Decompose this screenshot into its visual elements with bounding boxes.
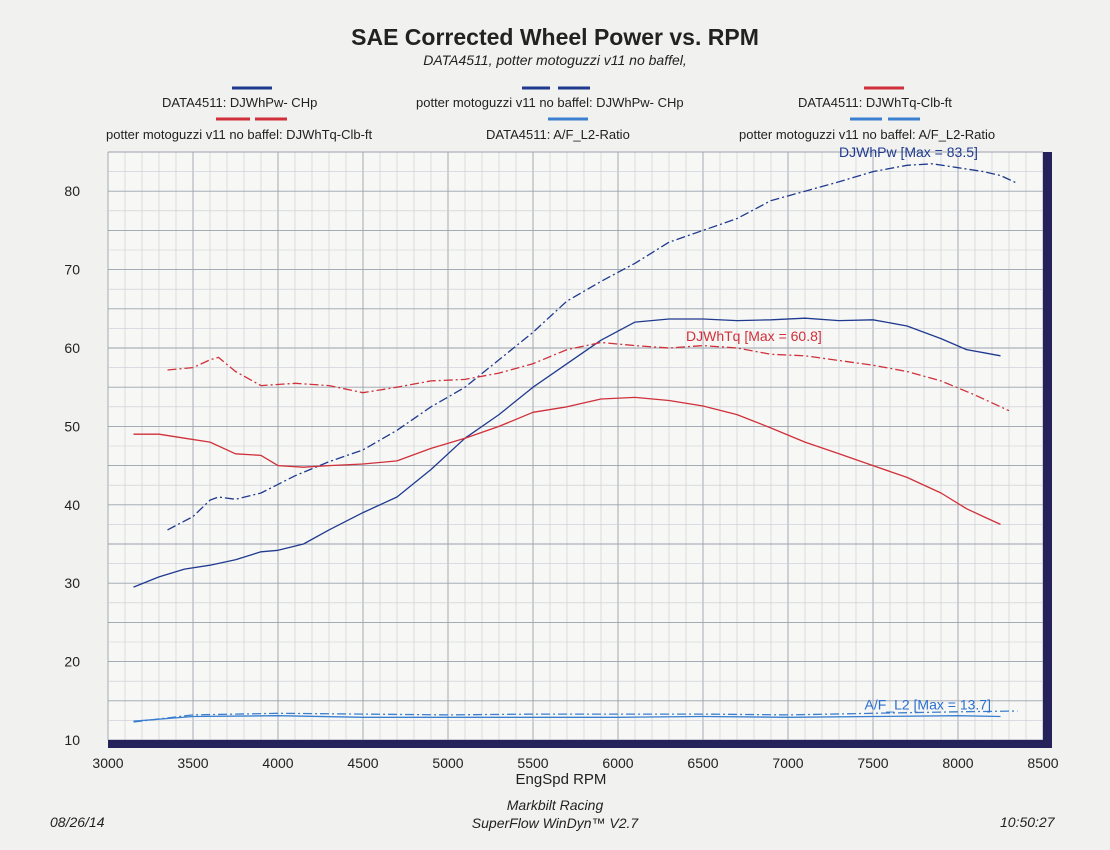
annotation-2: A/F_L2 [Max = 13.7]: [865, 697, 991, 713]
y-tick-label: 80: [64, 183, 80, 199]
y-tick-label: 70: [64, 262, 80, 278]
tick-labels: 3000 3500 4000 4500 5000 5500 6000 6500 7000 7500…: [64, 183, 1058, 771]
frame-right-bar: [1043, 152, 1052, 748]
frame-bottom-bar: [108, 740, 1052, 748]
chart-subtitle: DATA4511, potter motoguzzi v11 no baffel…: [423, 52, 687, 68]
x-tick-label: 3000: [92, 755, 123, 771]
y-tick-label: 20: [64, 654, 80, 670]
series-lines: [133, 163, 1018, 723]
footer-company: Markbilt Racing: [506, 797, 604, 813]
series-line-1: [133, 317, 1001, 588]
x-tick-label: 7000: [772, 755, 803, 771]
chart-title: SAE Corrected Wheel Power vs. RPM: [351, 24, 759, 50]
x-tick-label: 4500: [347, 755, 378, 771]
y-tick-label: 40: [64, 497, 80, 513]
x-tick-label: 5000: [432, 755, 463, 771]
x-axis-label: EngSpd RPM: [516, 771, 607, 788]
y-tick-label: 10: [64, 732, 80, 748]
x-tick-label: 8000: [942, 755, 973, 771]
footer-date: 08/26/14: [50, 814, 105, 830]
legend-entry-potter-torque: potter motoguzzi v11 no baffel: DJWhTq-C…: [106, 127, 373, 142]
x-tick-label: 4000: [262, 755, 293, 771]
plot-frame: [108, 152, 1052, 748]
series-line-2: [167, 341, 1010, 412]
footer-time: 10:50:27: [1000, 814, 1055, 830]
x-tick-label: 6000: [602, 755, 633, 771]
series-line-3: [133, 396, 1001, 525]
x-tick-label: 3500: [177, 755, 208, 771]
series-line-4: [133, 710, 1018, 723]
legend-entry-potter-af: potter motoguzzi v11 no baffel: A/F_L2-R…: [739, 127, 996, 142]
annotations: DJWhPw [Max = 83.5] DJWhTq [Max = 60.8] A/…: [686, 144, 991, 713]
legend-entry-data4511-af: DATA4511: A/F_L2-Ratio: [486, 127, 630, 142]
x-tick-label: 8500: [1027, 755, 1058, 771]
footer-software: SuperFlow WinDyn™ V2.7: [471, 815, 639, 831]
series-line-0: [167, 163, 1018, 531]
x-tick-label: 5500: [517, 755, 548, 771]
legend-entry-data4511-power: DATA4511: DJWhPw- CHp: [162, 95, 318, 110]
y-tick-label: 30: [64, 575, 80, 591]
y-tick-label: 50: [64, 418, 80, 434]
series-line-5: [133, 715, 1001, 722]
legend-entry-potter-power: potter motoguzzi v11 no baffel: DJWhPw- …: [416, 95, 684, 110]
x-tick-label: 7500: [857, 755, 888, 771]
y-tick-label: 60: [64, 340, 80, 356]
annotation-1: DJWhTq [Max = 60.8]: [686, 328, 822, 344]
legend-entry-data4511-torque: DATA4511: DJWhTq-Clb-ft: [798, 95, 952, 110]
annotation-0: DJWhPw [Max = 83.5]: [839, 144, 978, 160]
x-tick-label: 6500: [687, 755, 718, 771]
